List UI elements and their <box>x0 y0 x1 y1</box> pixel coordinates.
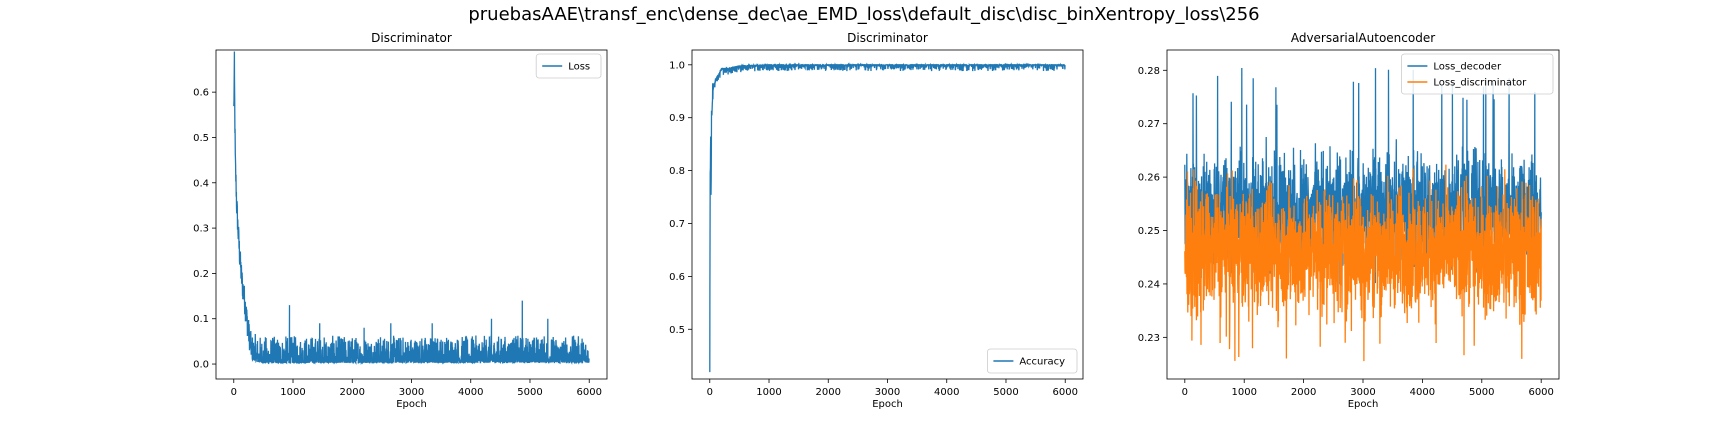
y-tick-label: 1.0 <box>669 60 685 71</box>
figure-suptitle: pruebasAAE\transf_enc\dense_dec\ae_EMD_l… <box>468 4 1260 25</box>
x-tick-label: 6000 <box>1528 387 1553 398</box>
y-tick-label: 0.6 <box>669 272 685 283</box>
axes-frame <box>691 49 1084 380</box>
x-tick-label: 1000 <box>756 387 781 398</box>
y-tick-label: 0.4 <box>193 178 209 189</box>
x-tick-label: 5000 <box>1469 387 1494 398</box>
plot-area <box>709 62 1066 373</box>
x-tick-label: 4000 <box>1410 387 1435 398</box>
legend-box <box>535 53 602 79</box>
y-tick-label: 0.23 <box>1138 333 1160 344</box>
y-tick-label: 0.26 <box>1138 173 1160 184</box>
x-tick-label: 1000 <box>280 387 305 398</box>
aae-panel: AdversarialAutoencoder 0 1000 2000 3000 4000 5… <box>1138 31 1560 410</box>
x-tick-label: 6000 <box>1053 387 1078 398</box>
y-tick-label: 0.9 <box>669 113 685 124</box>
legend-box <box>987 348 1078 374</box>
x-axis-label: Epoch <box>872 399 903 410</box>
chart-title: AdversarialAutoencoder <box>1291 31 1435 45</box>
x-tick-label: 0 <box>231 387 237 398</box>
y-tick-label: 0.5 <box>669 325 685 336</box>
x-tick-label: 4000 <box>458 387 483 398</box>
legend-label: Loss_decoder <box>1433 62 1502 73</box>
x-tick-label: 2000 <box>340 387 365 398</box>
x-axis-label: Epoch <box>396 399 427 410</box>
chart-title: Discriminator <box>847 31 928 45</box>
plot-area <box>233 51 590 365</box>
loss-panel: Discriminator 0 1000 2000 3000 4000 5000 6000 0.… <box>193 31 608 410</box>
x-tick-label: 4000 <box>934 387 959 398</box>
y-tick-label: 0.3 <box>193 224 209 235</box>
y-tick-label: 0.1 <box>193 314 209 325</box>
y-tick-label: 0.0 <box>193 360 209 371</box>
legend: Loss_decoder Loss_discriminator <box>1401 53 1554 95</box>
y-tick-label: 0.27 <box>1138 119 1160 130</box>
y-tick-label: 0.28 <box>1138 66 1160 77</box>
accuracy-panel: Discriminator 0 1000 2000 3000 4000 5000 6000 0.… <box>669 31 1084 410</box>
x-tick-label: 2000 <box>1291 387 1316 398</box>
y-tick-label: 0.5 <box>193 133 209 144</box>
x-tick-label: 5000 <box>517 387 542 398</box>
y-tick-label: 0.8 <box>669 166 685 177</box>
x-tick-label: 2000 <box>816 387 841 398</box>
legend-box <box>1401 53 1554 95</box>
x-tick-label: 6000 <box>577 387 602 398</box>
chart-title: Discriminator <box>371 31 452 45</box>
legend-label: Loss <box>568 62 590 73</box>
x-tick-label: 3000 <box>399 387 424 398</box>
y-tick-label: 0.24 <box>1138 279 1160 290</box>
legend: Accuracy <box>987 348 1078 374</box>
series-line-loss <box>233 51 590 365</box>
y-tick-label: 0.25 <box>1138 226 1160 237</box>
legend-label: Accuracy <box>1019 357 1065 368</box>
x-tick-label: 0 <box>1182 387 1188 398</box>
series-line-accuracy <box>709 62 1066 373</box>
x-tick-label: 1000 <box>1231 387 1256 398</box>
x-axis-label: Epoch <box>1348 399 1379 410</box>
y-tick-label: 0.6 <box>193 88 209 99</box>
legend-label: Loss_discriminator <box>1433 78 1527 89</box>
plot-area <box>1184 67 1542 362</box>
y-tick-label: 0.7 <box>669 219 685 230</box>
x-tick-label: 3000 <box>875 387 900 398</box>
y-tick-label: 0.2 <box>193 269 209 280</box>
x-tick-label: 0 <box>707 387 713 398</box>
series-line-loss-discriminator <box>1184 164 1542 362</box>
x-tick-label: 3000 <box>1350 387 1375 398</box>
x-tick-label: 5000 <box>993 387 1018 398</box>
legend: Loss <box>535 53 602 79</box>
